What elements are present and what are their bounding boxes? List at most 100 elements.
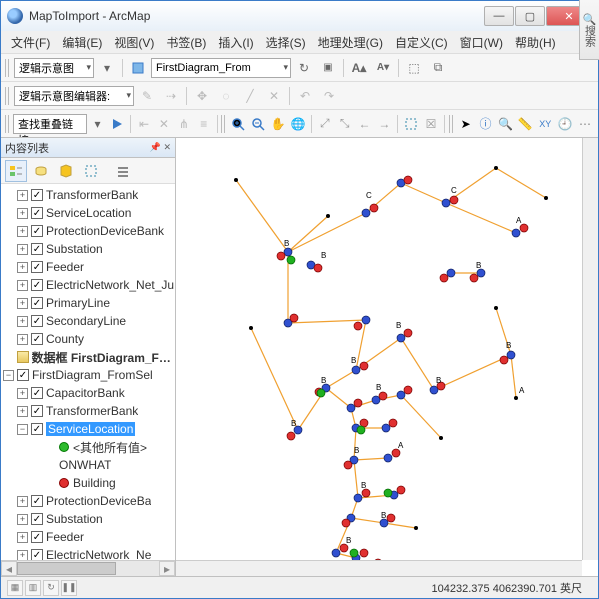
pan-icon[interactable]: ✋ [269, 113, 287, 135]
menu-custom[interactable]: 自定义(C) [389, 31, 454, 54]
zoom-in-icon[interactable] [229, 113, 247, 135]
edit-tool-2[interactable]: ⇢ [160, 85, 182, 107]
tree-row[interactable]: <其他所有值> [1, 438, 175, 456]
align-4-icon[interactable]: ≡ [195, 113, 213, 135]
menu-select[interactable]: 选择(S) [260, 31, 312, 54]
tree-row[interactable]: +Feeder [1, 528, 175, 546]
zoom-out-icon[interactable] [249, 113, 267, 135]
map-h-scrollbar[interactable] [176, 560, 582, 576]
xy-icon[interactable]: XY [536, 113, 554, 135]
menu-help[interactable]: 帮助(H) [509, 31, 562, 54]
toc-h-scrollbar[interactable]: ◂▸ [1, 560, 175, 576]
prop-icon[interactable]: ▣ [317, 57, 339, 79]
svg-text:B: B [346, 536, 351, 545]
pointer-icon[interactable]: ➤ [457, 113, 475, 135]
titlebar[interactable]: MapToImport - ArcMap — ▢ ✕ [1, 1, 598, 31]
clear-sel-icon[interactable]: ☒ [422, 113, 440, 135]
node-icon[interactable]: ◌ [215, 85, 237, 107]
layout1-icon[interactable]: ⬚ [403, 57, 425, 79]
measure-icon[interactable]: 📏 [516, 113, 534, 135]
tree-row[interactable]: +TransformerBank [1, 186, 175, 204]
select-features-icon[interactable] [402, 113, 420, 135]
sb-data-view-icon[interactable]: ▦ [7, 580, 23, 596]
more-icon[interactable]: ⋯ [576, 113, 594, 135]
list-by-drawing-icon[interactable] [5, 160, 27, 182]
tree-row[interactable]: +Substation [1, 240, 175, 258]
tree-row[interactable]: +Feeder [1, 258, 175, 276]
svg-text:B: B [436, 376, 441, 385]
layout2-icon[interactable]: ⧉ [427, 57, 449, 79]
svg-text:B: B [476, 261, 481, 270]
tree-row[interactable]: +ElectricNetwork_Ne [1, 546, 175, 560]
tree-row[interactable]: 数据框 FirstDiagram_From [1, 348, 175, 366]
menu-view[interactable]: 视图(V) [108, 31, 160, 54]
tree-row[interactable]: +SecondaryLine [1, 312, 175, 330]
next-extent-icon[interactable]: → [375, 113, 393, 135]
undo-icon[interactable]: ↶ [294, 85, 316, 107]
svg-text:C: C [366, 191, 372, 200]
map-canvas[interactable]: CCBBABBBBBBBABBBBAB [176, 138, 598, 576]
prev-extent-icon[interactable]: ← [356, 113, 374, 135]
zoom-sel-in-icon[interactable]: ⤢ [316, 113, 334, 135]
tree-row[interactable]: +ProtectionDeviceBank [1, 222, 175, 240]
list-by-vis-icon[interactable] [55, 160, 77, 182]
search-dropdown-icon[interactable]: ▾ [89, 113, 107, 135]
find-icon[interactable]: 🔍 [497, 113, 515, 135]
list-by-sel-icon[interactable] [80, 160, 102, 182]
sb-layout-view-icon[interactable]: ▥ [25, 580, 41, 596]
editor-label-combo[interactable]: 逻辑示意图编辑器: [14, 86, 134, 106]
align-1-icon[interactable]: ⇤ [135, 113, 153, 135]
sb-pause-icon[interactable]: ❚❚ [61, 580, 77, 596]
identify-icon[interactable]: ⓘ [477, 113, 495, 135]
run-icon[interactable] [108, 113, 126, 135]
edit-tool-1[interactable]: ✎ [136, 85, 158, 107]
redo-icon[interactable]: ↷ [318, 85, 340, 107]
tree-row[interactable]: +ProtectionDeviceBa [1, 492, 175, 510]
toc-tree[interactable]: +TransformerBank+ServiceLocation+Protect… [1, 184, 175, 560]
tree-row[interactable]: −FirstDiagram_FromSel [1, 366, 175, 384]
font-small-icon[interactable]: A▾ [372, 57, 394, 79]
svg-text:B: B [321, 376, 326, 385]
menu-bookmarks[interactable]: 书签(B) [160, 31, 212, 54]
tree-row[interactable]: +CapacitorBank [1, 384, 175, 402]
align-3-icon[interactable]: ⋔ [175, 113, 193, 135]
tree-row[interactable]: +ServiceLocation [1, 204, 175, 222]
maximize-button[interactable]: ▢ [515, 6, 545, 26]
toc-header[interactable]: 内容列表 📌 ✕ [1, 138, 175, 158]
tree-row[interactable]: −ServiceLocation [1, 420, 175, 438]
link-icon[interactable]: ╱ [239, 85, 261, 107]
tree-row[interactable]: Building [1, 474, 175, 492]
list-by-source-icon[interactable] [30, 160, 52, 182]
zoom-sel-out-icon[interactable]: ⤡ [336, 113, 354, 135]
align-2-icon[interactable]: ✕ [155, 113, 173, 135]
tree-row[interactable]: +Substation [1, 510, 175, 528]
refresh-icon[interactable]: ↻ [293, 57, 315, 79]
menu-insert[interactable]: 插入(I) [212, 31, 259, 54]
diagram-combo[interactable]: FirstDiagram_From [151, 58, 291, 78]
tree-row[interactable]: +ElectricNetwork_Net_Ju [1, 276, 175, 294]
schematic-label-combo[interactable]: 逻辑示意图 [14, 58, 94, 78]
svg-text:B: B [351, 356, 356, 365]
toc-pin-icon[interactable]: 📌 ✕ [150, 142, 171, 153]
full-extent-icon[interactable]: 🌐 [289, 113, 307, 135]
search-overlap-input[interactable]: 查找重叠链接 [13, 114, 87, 134]
minimize-button[interactable]: — [484, 6, 514, 26]
sb-refresh-icon[interactable]: ↻ [43, 580, 59, 596]
delete-icon[interactable]: ✕ [263, 85, 285, 107]
time-icon[interactable]: 🕘 [556, 113, 574, 135]
tree-row[interactable]: +TransformerBank [1, 402, 175, 420]
edit-move-icon[interactable]: ✥ [191, 85, 213, 107]
toc-options-icon[interactable] [112, 160, 134, 182]
tree-row[interactable]: ONWHAT [1, 456, 175, 474]
menu-edit[interactable]: 编辑(E) [56, 31, 108, 54]
tree-row[interactable]: +County [1, 330, 175, 348]
map-v-scrollbar[interactable] [582, 138, 598, 560]
font-large-icon[interactable]: A▴ [348, 57, 370, 79]
menu-window[interactable]: 窗口(W) [454, 31, 509, 54]
toolbar-2: 逻辑示意图编辑器: ✎ ⇢ ✥ ◌ ╱ ✕ ↶ ↷ [1, 81, 598, 109]
schematic-icon[interactable] [127, 57, 149, 79]
menu-geoproc[interactable]: 地理处理(G) [312, 31, 389, 54]
dropdown-icon[interactable]: ▾ [96, 57, 118, 79]
menu-file[interactable]: 文件(F) [5, 31, 56, 54]
tree-row[interactable]: +PrimaryLine [1, 294, 175, 312]
